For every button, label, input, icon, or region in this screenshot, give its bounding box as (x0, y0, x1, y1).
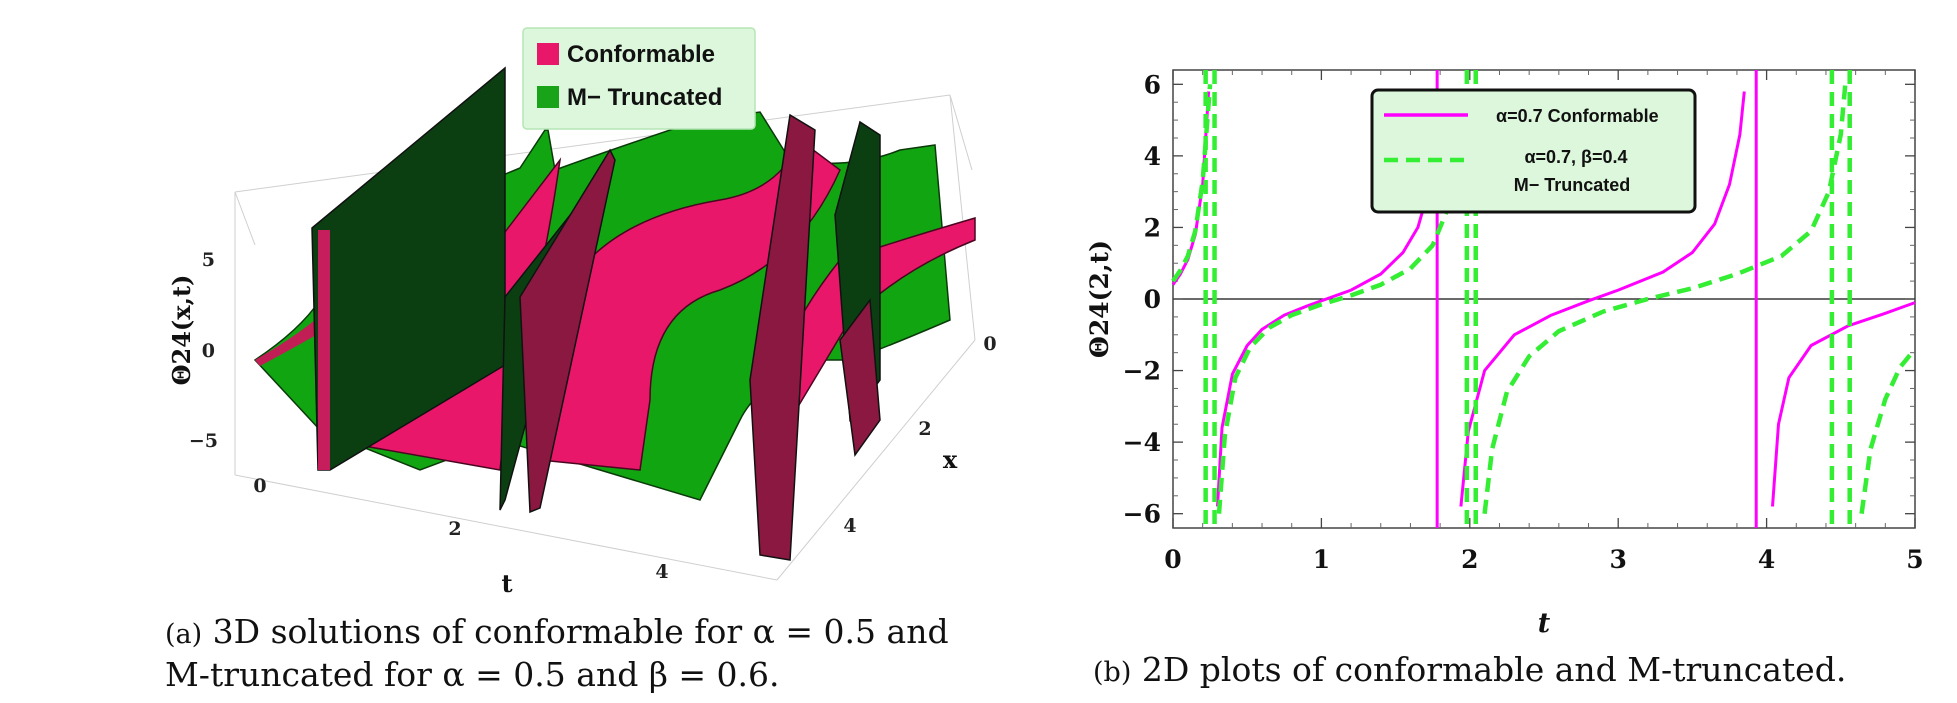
y-tick-label: 2 (1144, 213, 1161, 242)
y-tick-label: −4 (1123, 428, 1161, 457)
legend-label-m-truncated-line2: M− Truncated (1514, 175, 1631, 195)
t-tick-label: 4 (655, 561, 668, 583)
legend-label-conformable: α=0.7 Conformable (1496, 106, 1659, 126)
t-tick-label: 2 (448, 518, 461, 540)
caption-a-tag: (a) (165, 619, 203, 650)
t-tick-label: 0 (253, 475, 266, 497)
y-tick-label: 0 (1144, 285, 1161, 314)
x-axis-label: x (943, 445, 958, 474)
plot-area: 0 1 2 3 4 5 6 4 2 0 −2 −4 −6 t Θ24(2,t) α=0.7 Conformab… (1085, 69, 1924, 639)
caption-a-line2: M-truncated for α = 0.5 and β = 0.6. (165, 655, 780, 694)
x-axis-label: t (1538, 608, 1551, 639)
y-tick-label: 4 (1144, 142, 1161, 171)
y-tick-label: −6 (1123, 500, 1161, 529)
legend-label-m-truncated-line1: α=0.7, β=0.4 (1524, 147, 1627, 167)
z-tick-label: −5 (189, 430, 218, 452)
conformable-line (1459, 91, 1746, 507)
legend-swatch-m-truncated (537, 86, 559, 108)
z-tick-label: 5 (202, 249, 215, 271)
y-tick-label: 6 (1144, 70, 1161, 99)
caption-a: (a) 3D solutions of conformable for α = … (165, 612, 949, 695)
t-axis-label: t (501, 569, 512, 598)
plot-box (234, 94, 976, 581)
m-truncated-line (1859, 347, 1917, 515)
legend-box (1370, 88, 1697, 214)
x-tick-label: 0 (1164, 545, 1181, 574)
x-tick-label: 2 (918, 418, 931, 440)
legend-label-conformable: Conformable (567, 41, 715, 68)
x-tick-label: 1 (1313, 545, 1330, 574)
caption-a-line1: 3D solutions of conformable for α = 0.5 … (212, 612, 949, 651)
x-tick-label: 4 (1758, 545, 1775, 574)
x-tick-label: 3 (1609, 545, 1626, 574)
legend-label-m-truncated: M− Truncated (567, 84, 722, 111)
x-tick-label: 2 (1461, 545, 1478, 574)
legend-swatch-conformable (537, 43, 559, 65)
m-truncated-line (1171, 84, 1213, 283)
legend-3d: Conformable M− Truncated (522, 27, 756, 130)
singular-walls (311, 66, 881, 561)
caption-b: (b) 2D plots of conformable and M-trunca… (1093, 650, 1846, 693)
x-tick-label: 5 (1906, 545, 1923, 574)
x-tick-label: 0 (983, 333, 996, 355)
z-tick-label: 0 (202, 340, 215, 362)
m-truncated-line (1216, 84, 1465, 514)
x-tick-label: 4 (843, 515, 856, 537)
caption-b-text: 2D plots of conformable and M-truncated. (1141, 650, 1847, 689)
surface-3d-plot: 5 0 −5 0 2 4 0 2 4 t x Θ24(x,t) Conforma… (167, 27, 997, 598)
y-tick-label: −2 (1123, 357, 1161, 386)
line-plot-2d: 0 1 2 3 4 5 6 4 2 0 −2 −4 −6 t Θ24(2,t) α=0.7 Conformab… (1085, 69, 1924, 639)
m-truncated-line (1482, 84, 1848, 514)
z-axis-label: Θ24(x,t) (167, 275, 196, 386)
conformable-line (1771, 301, 1916, 507)
y-axis-label: Θ24(2,t) (1085, 240, 1114, 358)
caption-b-tag: (b) (1093, 657, 1132, 688)
